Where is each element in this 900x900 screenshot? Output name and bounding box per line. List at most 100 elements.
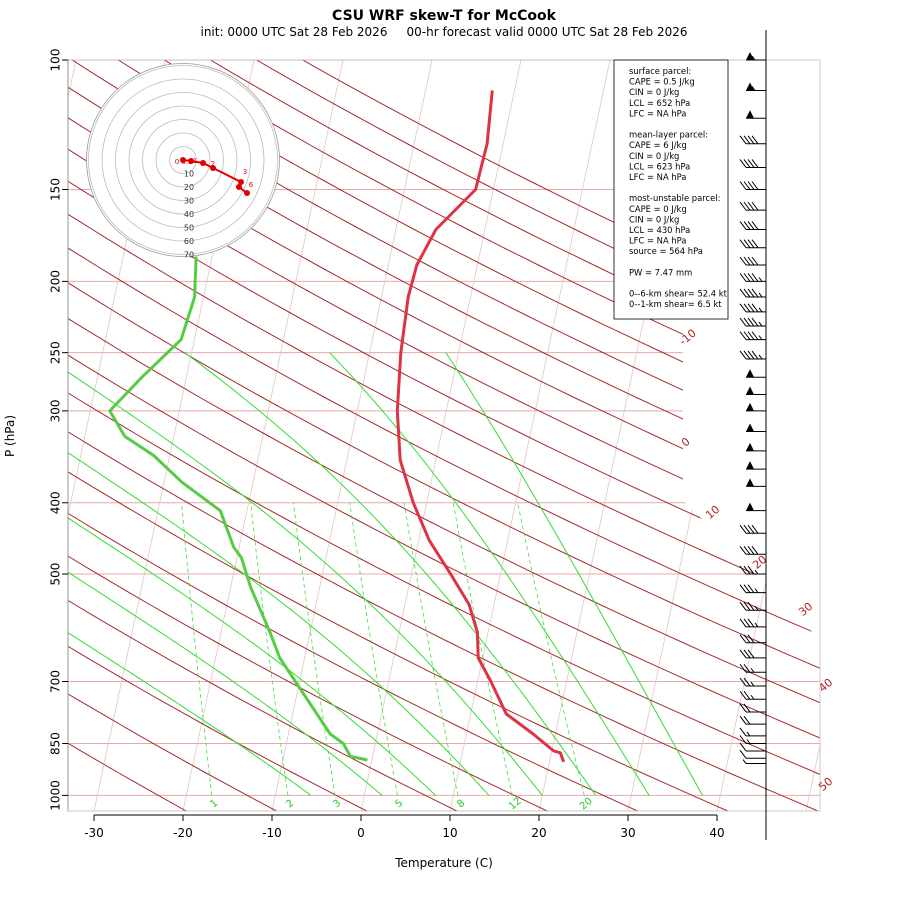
wind-barb bbox=[739, 742, 766, 752]
dry-adiabat bbox=[68, 282, 820, 669]
wind-barb bbox=[739, 735, 766, 745]
wind-barb-staff bbox=[739, 634, 766, 644]
dewpoint-profile bbox=[108, 256, 368, 762]
wind-barb-staff bbox=[739, 303, 766, 313]
wind-barb bbox=[746, 82, 766, 91]
wind-barb-staff bbox=[739, 703, 766, 713]
hodograph-point-label: 0.5 bbox=[181, 158, 192, 166]
wind-barb bbox=[746, 402, 766, 412]
wind-barb-staff bbox=[739, 256, 766, 266]
dry-adiabat bbox=[68, 471, 728, 811]
hodograph-point-label: 1 bbox=[193, 157, 197, 165]
dry-adiabat bbox=[68, 354, 820, 739]
wind-barb-staff bbox=[739, 677, 766, 687]
wind-barb-staff bbox=[739, 350, 766, 360]
wind-barb-pennant bbox=[746, 386, 754, 395]
info-box-line: 0--6-km shear= 52.4 kt bbox=[629, 289, 728, 299]
dry-adiabat bbox=[68, 645, 367, 811]
series-layer bbox=[108, 90, 566, 763]
wind-barb bbox=[746, 502, 766, 512]
wind-barb-staff bbox=[739, 159, 766, 168]
dry-adiabat bbox=[68, 431, 819, 811]
x-tick-label: 30 bbox=[620, 826, 635, 840]
wind-barb-pennant bbox=[746, 52, 754, 60]
wind-barb-pennant bbox=[746, 478, 754, 487]
info-box-line: LFC = NA hPa bbox=[629, 108, 686, 118]
wind-barb-staff bbox=[739, 715, 766, 725]
wind-barb-pennant bbox=[746, 461, 754, 470]
wind-barb bbox=[739, 159, 766, 168]
wind-barb-staff bbox=[739, 584, 766, 594]
isotherm-line bbox=[182, 60, 344, 811]
y-tick-label: 400 bbox=[49, 491, 63, 514]
wind-barb-staff bbox=[739, 618, 766, 628]
mixing-ratio-label: 5 bbox=[393, 798, 405, 811]
plot-border bbox=[67, 59, 821, 812]
y-tick-label: 250 bbox=[49, 341, 63, 364]
wind-barb bbox=[739, 649, 766, 659]
info-box-line: LCL = 623 hPa bbox=[629, 161, 690, 171]
wind-barb bbox=[739, 749, 766, 759]
info-box-line: CIN = 0 J/kg bbox=[629, 87, 679, 97]
moist-adiabat bbox=[68, 632, 312, 796]
mixing-ratio-line bbox=[250, 502, 289, 796]
hodograph-ring-label: 30 bbox=[184, 197, 194, 206]
x-tick-label: 0 bbox=[357, 826, 365, 840]
wind-barb bbox=[739, 331, 766, 341]
moist-adiabat bbox=[329, 352, 650, 796]
wind-barb bbox=[742, 759, 766, 765]
wind-barb-staff bbox=[746, 55, 766, 61]
wind-barb bbox=[746, 461, 766, 470]
wind-barb-pennant bbox=[746, 442, 754, 451]
hodograph-point-label: 2 bbox=[211, 160, 215, 168]
hodograph-ring bbox=[169, 146, 197, 174]
wind-barb bbox=[739, 256, 766, 266]
dry-adiabat bbox=[68, 512, 638, 811]
mixing-ratio-line bbox=[517, 502, 585, 796]
moist-adiabat bbox=[445, 352, 703, 796]
hodograph-point bbox=[236, 184, 242, 190]
wind-barb bbox=[739, 239, 766, 249]
wind-barb-staff bbox=[739, 201, 766, 211]
wind-barb-staff bbox=[739, 331, 766, 341]
wind-barb-column bbox=[739, 30, 767, 840]
info-box-line: CAPE = 0.5 J/kg bbox=[629, 77, 695, 87]
mixing-ratio-label: 1 bbox=[208, 798, 220, 811]
wind-barb-staff bbox=[739, 273, 766, 282]
hodograph-point bbox=[188, 158, 194, 164]
info-box-line: most-unstable parcel: bbox=[629, 193, 720, 203]
wind-barb-staff bbox=[739, 749, 766, 759]
hodograph-ring-label: 50 bbox=[184, 224, 194, 233]
wind-barb-staff bbox=[739, 690, 766, 700]
wind-barb bbox=[739, 181, 766, 191]
mixing-ratio-label: 3 bbox=[331, 798, 343, 811]
mixing-ratio-line bbox=[452, 502, 513, 796]
wind-barb bbox=[739, 350, 766, 360]
info-box-line: CIN = 0 J/kg bbox=[629, 214, 679, 224]
hodograph-ring bbox=[101, 78, 265, 242]
y-tick-label: 150 bbox=[49, 178, 63, 201]
hodograph-ring bbox=[128, 105, 238, 215]
chart-title: CSU WRF skew-T for McCook bbox=[332, 8, 557, 24]
hodograph-ring-label: 40 bbox=[184, 210, 194, 219]
wind-barb bbox=[746, 442, 766, 452]
wind-barb-staff bbox=[739, 742, 766, 752]
wind-barb bbox=[739, 618, 766, 628]
wind-barb bbox=[739, 273, 766, 282]
mixing-ratio-label: 2 bbox=[284, 798, 296, 811]
dry-adiabat bbox=[118, 60, 820, 424]
x-axis-label: Temperature (C) bbox=[394, 856, 493, 870]
wind-barb-staff bbox=[739, 524, 766, 534]
hodograph-ring-label: 60 bbox=[184, 237, 194, 246]
wind-barb-staff bbox=[739, 735, 766, 745]
y-axis-label: P (hPa) bbox=[3, 415, 17, 457]
mixing-ratio-line bbox=[293, 502, 336, 796]
x-tick-label: 10 bbox=[442, 826, 457, 840]
isotherm-line bbox=[449, 60, 611, 811]
wind-barb-staff bbox=[739, 239, 766, 249]
wind-barb bbox=[739, 524, 766, 534]
x-tick-label: -10 bbox=[262, 826, 282, 840]
wind-barb-staff bbox=[746, 86, 766, 91]
dry-adiabat bbox=[68, 247, 820, 636]
